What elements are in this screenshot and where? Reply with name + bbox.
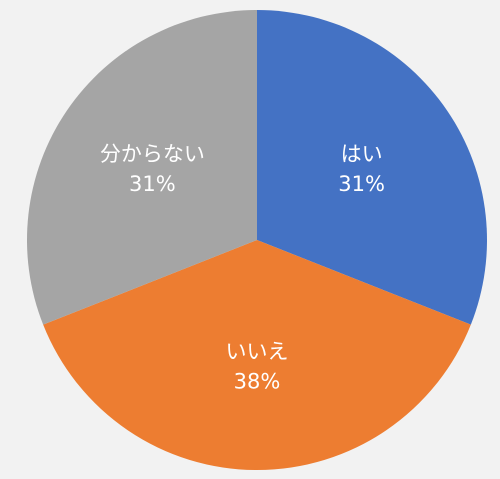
slice-percent-label: 31% [338,172,385,196]
slice-percent-label: 31% [129,172,176,196]
slice-percent-label: 38% [234,370,281,394]
pie-slice-1 [43,240,471,470]
slice-category-label: 分からない [100,142,205,166]
slice-category-label: はい [341,142,383,166]
slice-category-label: いいえ [226,340,289,364]
pie-slice-2 [26,10,258,325]
pie-slice-0 [257,10,487,325]
